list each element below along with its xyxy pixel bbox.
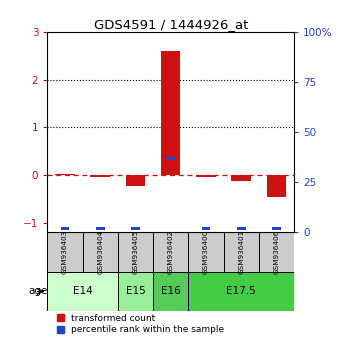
Bar bbox=[82, 232, 118, 272]
Bar bbox=[188, 232, 223, 272]
Bar bbox=[91, 175, 110, 177]
Bar bbox=[188, 272, 294, 311]
Text: GSM936404: GSM936404 bbox=[97, 230, 103, 274]
Bar bbox=[232, 175, 251, 181]
Bar bbox=[166, 157, 175, 160]
Bar bbox=[237, 227, 246, 230]
Bar bbox=[126, 175, 145, 185]
Bar bbox=[153, 232, 188, 272]
Bar bbox=[118, 232, 153, 272]
Bar bbox=[55, 174, 75, 175]
Text: GSM936406: GSM936406 bbox=[273, 230, 280, 274]
Title: GDS4591 / 1444926_at: GDS4591 / 1444926_at bbox=[94, 18, 248, 31]
Bar bbox=[96, 227, 104, 230]
Text: GSM936400: GSM936400 bbox=[203, 230, 209, 274]
Legend: transformed count, percentile rank within the sample: transformed count, percentile rank withi… bbox=[57, 314, 224, 334]
Bar bbox=[259, 232, 294, 272]
Text: E14: E14 bbox=[73, 286, 93, 296]
Bar bbox=[61, 227, 69, 230]
Bar bbox=[223, 232, 259, 272]
Bar bbox=[161, 51, 180, 175]
Bar bbox=[118, 272, 153, 311]
Bar bbox=[196, 175, 216, 177]
Bar bbox=[272, 227, 281, 230]
Bar bbox=[131, 227, 140, 230]
Text: E15: E15 bbox=[125, 286, 145, 296]
Bar bbox=[47, 232, 82, 272]
Text: GSM936405: GSM936405 bbox=[132, 230, 139, 274]
Text: E17.5: E17.5 bbox=[226, 286, 256, 296]
Bar bbox=[47, 272, 118, 311]
Bar bbox=[201, 227, 210, 230]
Bar bbox=[267, 175, 286, 196]
Text: GSM936403: GSM936403 bbox=[62, 230, 68, 274]
Text: E16: E16 bbox=[161, 286, 180, 296]
Text: age: age bbox=[29, 286, 48, 296]
Bar bbox=[153, 272, 188, 311]
Text: GSM936402: GSM936402 bbox=[168, 230, 174, 274]
Text: GSM936401: GSM936401 bbox=[238, 230, 244, 274]
